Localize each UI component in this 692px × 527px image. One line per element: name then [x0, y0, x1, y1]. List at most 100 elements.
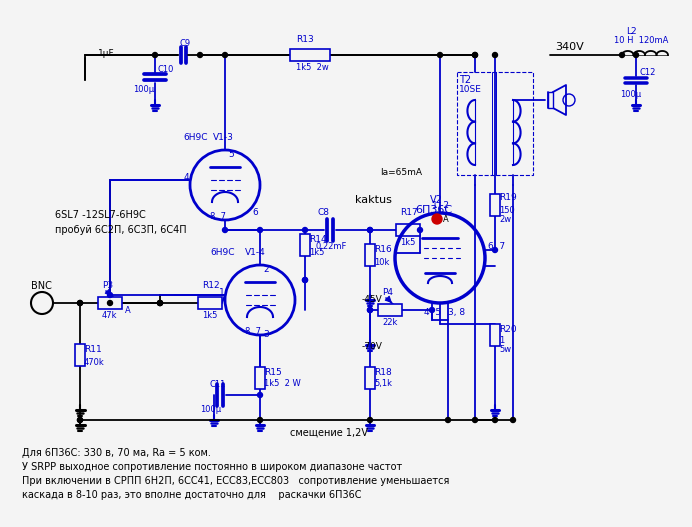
Text: BNC: BNC: [31, 281, 52, 291]
Text: A: A: [125, 306, 131, 315]
Text: C9: C9: [179, 39, 190, 48]
Text: 1: 1: [499, 336, 504, 345]
Text: R20: R20: [499, 325, 517, 334]
Circle shape: [302, 228, 307, 232]
Circle shape: [107, 300, 113, 306]
Text: 1k5: 1k5: [309, 248, 325, 257]
Text: 3: 3: [263, 330, 268, 339]
Text: 8  7: 8 7: [245, 327, 261, 336]
Text: 5w: 5w: [499, 345, 511, 354]
Text: 6SL7 -12SL7-6H9C: 6SL7 -12SL7-6H9C: [55, 210, 146, 220]
Circle shape: [446, 417, 450, 423]
Text: 1k5  2 W: 1k5 2 W: [264, 379, 301, 388]
Text: 6Н9С: 6Н9С: [183, 133, 208, 142]
Bar: [548, 92, 553, 108]
Circle shape: [367, 228, 372, 232]
Text: 1: 1: [219, 288, 225, 297]
Text: C12: C12: [639, 68, 655, 77]
Text: -70V: -70V: [362, 342, 383, 351]
Text: R19: R19: [499, 193, 517, 202]
Text: 150: 150: [499, 206, 515, 215]
Circle shape: [473, 417, 477, 423]
Text: 10k: 10k: [374, 258, 390, 267]
Circle shape: [78, 300, 82, 306]
Circle shape: [197, 53, 203, 57]
Circle shape: [302, 278, 307, 282]
Circle shape: [367, 307, 372, 313]
Text: 100μ: 100μ: [200, 405, 221, 414]
Bar: [98, 297, 122, 309]
Text: 5: 5: [228, 150, 234, 159]
Circle shape: [158, 300, 163, 306]
Text: R17: R17: [400, 208, 418, 217]
Text: 10 H  120mA: 10 H 120mA: [614, 36, 668, 45]
Circle shape: [493, 248, 498, 252]
Circle shape: [78, 417, 82, 423]
Bar: [457, 72, 533, 175]
Circle shape: [223, 228, 228, 232]
Bar: [290, 49, 330, 61]
Circle shape: [367, 228, 372, 232]
Text: R12: R12: [202, 281, 219, 290]
Text: 6П36С: 6П36С: [415, 205, 452, 215]
Text: 1k5: 1k5: [202, 311, 217, 320]
Bar: [75, 344, 85, 366]
Text: смещение 1,2V: смещение 1,2V: [290, 428, 368, 438]
Text: каскада в 8-10 раз, это вполне достаточно для    раскачки 6П36С: каскада в 8-10 раз, это вполне достаточн…: [22, 490, 361, 500]
Bar: [378, 304, 402, 316]
Text: 4: 4: [184, 173, 190, 182]
Text: 2w: 2w: [499, 215, 511, 224]
Bar: [490, 324, 500, 346]
Text: При включении в СРПП 6Н2П, 6СС41, ЕСC83,ЕСC803   сопротивление уменьшается: При включении в СРПП 6Н2П, 6СС41, ЕСC83,…: [22, 476, 449, 486]
Circle shape: [158, 300, 163, 306]
Text: У SRPP выходное сопротивление постоянно в широком диапазоне частот: У SRPP выходное сопротивление постоянно …: [22, 462, 402, 472]
Circle shape: [430, 307, 435, 313]
Text: пробуй 6С2П, 6С3П, 6С4П: пробуй 6С2П, 6С3П, 6С4П: [55, 225, 187, 235]
Bar: [198, 297, 222, 309]
Circle shape: [437, 53, 442, 57]
Text: 2: 2: [263, 265, 268, 274]
Text: C11: C11: [210, 380, 226, 389]
Text: C8: C8: [318, 208, 330, 217]
Circle shape: [367, 417, 372, 423]
Text: 100μ: 100μ: [133, 85, 154, 94]
Text: 1k5  2w: 1k5 2w: [296, 63, 329, 72]
Text: P4: P4: [382, 288, 393, 297]
Circle shape: [78, 417, 82, 423]
Text: R11: R11: [84, 345, 102, 354]
Text: 5,1k: 5,1k: [374, 379, 392, 388]
Text: 1k5: 1k5: [400, 238, 415, 247]
Circle shape: [223, 53, 228, 57]
Text: 3, 8: 3, 8: [448, 308, 465, 317]
Text: V1-3: V1-3: [213, 133, 234, 142]
Circle shape: [473, 53, 477, 57]
Circle shape: [493, 417, 498, 423]
Text: -45V: -45V: [362, 295, 383, 304]
Bar: [255, 367, 265, 389]
Text: 10SE: 10SE: [459, 85, 482, 94]
Circle shape: [633, 53, 639, 57]
Text: 22k: 22k: [382, 318, 397, 327]
Text: R14: R14: [309, 235, 327, 244]
Text: Для 6П36С: 330 в, 70 ма, Ra = 5 ком.: Для 6П36С: 330 в, 70 ма, Ra = 5 ком.: [22, 448, 211, 458]
Text: 4  5: 4 5: [424, 308, 441, 317]
Bar: [396, 224, 420, 236]
Circle shape: [493, 53, 498, 57]
Text: P3: P3: [102, 281, 113, 290]
Text: T2: T2: [459, 75, 471, 85]
Text: 100μ: 100μ: [620, 90, 641, 99]
Text: 470k: 470k: [84, 358, 104, 367]
Text: 1, 2: 1, 2: [432, 201, 449, 210]
Text: R18: R18: [374, 368, 392, 377]
Text: L2: L2: [626, 27, 637, 36]
Circle shape: [511, 417, 516, 423]
Circle shape: [78, 300, 82, 306]
Text: C10: C10: [158, 65, 174, 74]
Circle shape: [257, 417, 262, 423]
Circle shape: [158, 300, 163, 306]
Text: 6: 6: [252, 208, 257, 217]
Bar: [490, 194, 500, 216]
Text: 6Н9С: 6Н9С: [210, 248, 235, 257]
Text: R13: R13: [296, 35, 313, 44]
Circle shape: [367, 307, 372, 313]
